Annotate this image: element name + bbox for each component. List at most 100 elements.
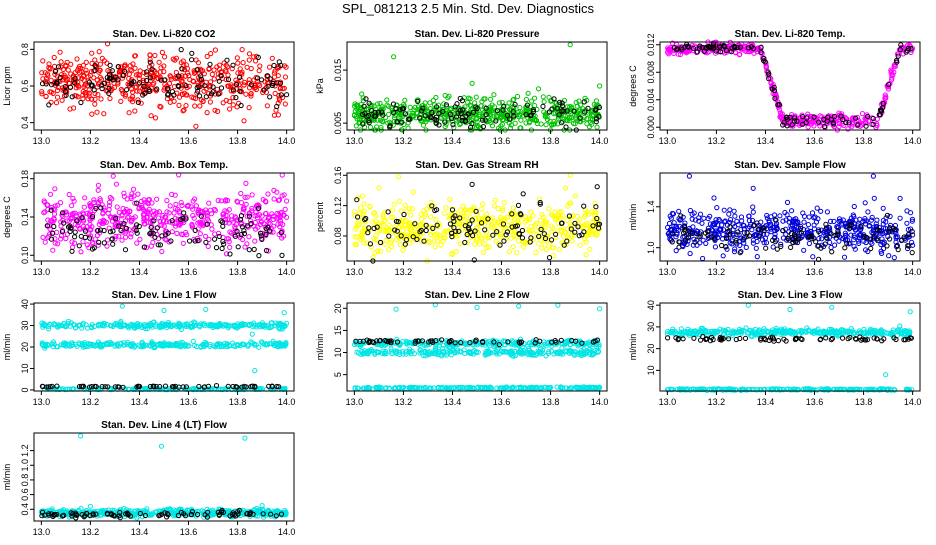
- data-point: [534, 228, 538, 232]
- data-point: [434, 218, 438, 222]
- data-point: [843, 246, 847, 250]
- data-point: [55, 230, 59, 234]
- data-point: [92, 198, 96, 202]
- x-tick-label: 13.6: [806, 267, 824, 277]
- chart-title: Stan. Dev. Sample Flow: [734, 160, 846, 171]
- outlier-point: [598, 84, 602, 88]
- data-point: [513, 121, 517, 125]
- series-middle: [40, 339, 288, 350]
- x-tick-label: 13.0: [33, 267, 51, 277]
- data-point: [398, 242, 402, 246]
- x-tick-label: 13.8: [855, 267, 873, 277]
- data-point: [458, 242, 462, 246]
- data-point: [188, 239, 192, 243]
- data-point: [253, 239, 257, 243]
- data-point: [594, 120, 598, 124]
- data-point: [210, 227, 214, 231]
- outlier-point: [470, 182, 474, 186]
- y-tick-label: 0.008: [646, 61, 656, 84]
- data-point: [160, 50, 164, 54]
- data-point: [516, 203, 520, 207]
- data-point: [390, 208, 394, 212]
- data-point: [494, 239, 498, 243]
- data-point: [228, 107, 232, 111]
- chart-title: Stan. Dev. Line 1 Flow: [112, 290, 217, 301]
- data-point: [594, 99, 598, 103]
- outlier-point: [394, 307, 398, 311]
- data-point: [387, 234, 391, 238]
- x-tick-label: 13.8: [229, 267, 247, 277]
- outlier-point: [396, 175, 400, 179]
- data-point: [165, 199, 169, 203]
- data-point: [153, 116, 157, 120]
- y-tick-label: 0.4: [20, 116, 30, 129]
- data-point: [198, 232, 202, 236]
- y-tick-label: 0.08: [333, 227, 343, 245]
- data-point: [534, 250, 538, 254]
- data-point: [751, 210, 755, 214]
- data-point: [454, 250, 458, 254]
- data-point: [234, 96, 238, 100]
- x-tick-label: 14.0: [278, 136, 296, 146]
- data-point: [541, 95, 545, 99]
- series-middle: [355, 346, 601, 358]
- data-point: [898, 216, 902, 220]
- data-point: [111, 174, 115, 178]
- data-point: [102, 241, 106, 245]
- data-point: [205, 54, 209, 58]
- data-point: [802, 220, 806, 224]
- y-tick-label: 0.012: [646, 33, 656, 56]
- data-point: [247, 52, 251, 56]
- data-point: [522, 245, 526, 249]
- x-tick-label: 13.6: [493, 136, 511, 146]
- data-point: [519, 118, 523, 122]
- data-point: [73, 230, 77, 234]
- data-point: [253, 220, 257, 224]
- x-tick-label: 13.2: [82, 397, 100, 407]
- data-point: [701, 238, 705, 242]
- y-tick-label: 40: [20, 299, 30, 309]
- data-point: [231, 341, 235, 345]
- data-point: [247, 106, 251, 110]
- outlier-point: [392, 55, 396, 59]
- data-point: [175, 231, 179, 235]
- data-point: [702, 216, 706, 220]
- data-point: [802, 248, 806, 252]
- data-point: [79, 250, 83, 254]
- data-point: [212, 68, 216, 72]
- y-axis: 0.40.60.8: [20, 43, 34, 129]
- data-point: [52, 212, 56, 216]
- data-point: [828, 240, 832, 244]
- data-point: [885, 244, 889, 248]
- data-point: [537, 242, 541, 246]
- data-point: [257, 345, 261, 349]
- data-point: [196, 61, 200, 65]
- x-tick-label: 13.8: [542, 267, 560, 277]
- data-point: [43, 240, 47, 244]
- data-point: [51, 248, 55, 252]
- series-primary: [41, 173, 289, 256]
- data-point: [231, 103, 235, 107]
- data-point: [268, 65, 272, 69]
- chart-title: Stan. Dev. Gas Stream RH: [415, 160, 538, 171]
- data-point: [442, 211, 446, 215]
- y-tick-label: 0.16: [333, 167, 343, 185]
- data-point: [242, 119, 246, 123]
- data-point: [444, 206, 448, 210]
- data-point: [428, 101, 432, 105]
- data-point: [41, 59, 45, 63]
- data-point: [247, 248, 251, 252]
- data-point: [64, 236, 68, 240]
- data-point: [250, 193, 254, 197]
- data-point: [755, 255, 759, 259]
- data-point: [720, 237, 724, 241]
- data-point: [677, 209, 681, 213]
- data-point: [249, 66, 253, 70]
- y-tick-label: 0.004: [646, 88, 656, 111]
- data-point: [244, 202, 248, 206]
- data-point: [193, 104, 197, 108]
- data-point: [521, 192, 525, 196]
- data-point: [887, 254, 891, 258]
